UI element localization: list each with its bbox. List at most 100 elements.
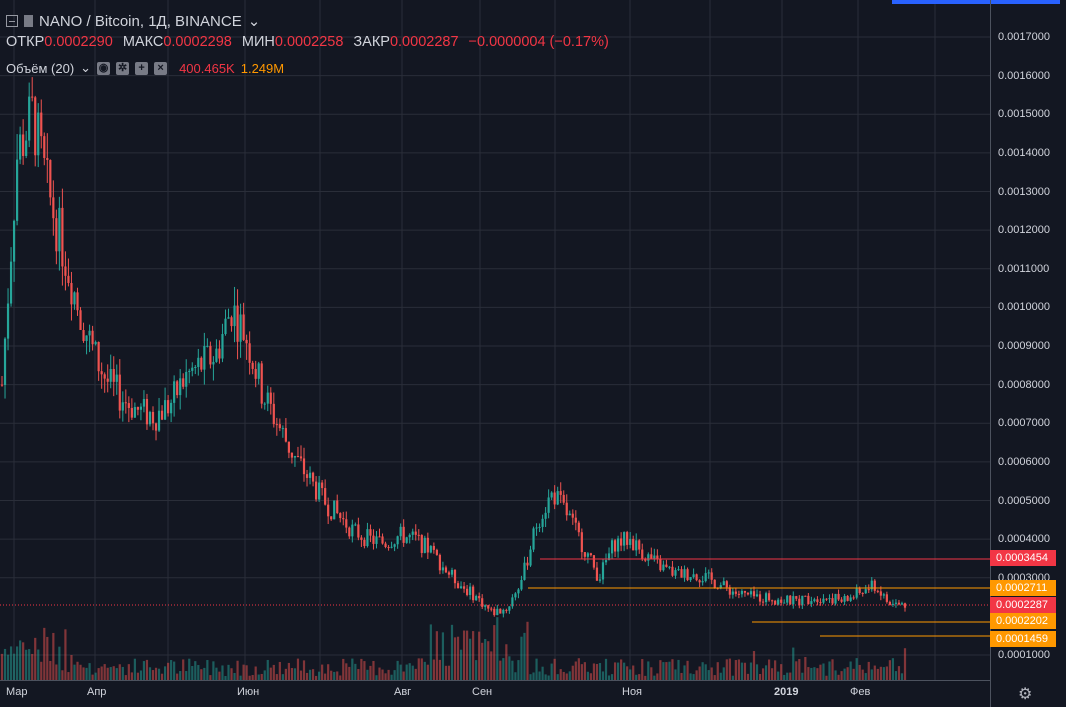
- volume-bar: [592, 663, 596, 680]
- candle-body: [221, 334, 224, 359]
- plus-icon[interactable]: +: [135, 61, 149, 75]
- candle-body: [475, 596, 478, 601]
- candle-body: [484, 605, 487, 607]
- volume-bar: [321, 664, 324, 680]
- candle-body: [792, 596, 795, 605]
- candle-body: [556, 491, 559, 505]
- candle-body: [182, 378, 185, 387]
- chevron-down-icon[interactable]: ⌄: [247, 13, 261, 30]
- volume-bar: [882, 667, 885, 680]
- candle-body: [91, 330, 94, 345]
- candle-body: [897, 602, 901, 605]
- candle-body: [469, 586, 472, 595]
- volume-bar: [22, 642, 25, 680]
- candle-body: [167, 400, 170, 414]
- candle-body: [121, 402, 124, 411]
- candle-body: [677, 569, 680, 571]
- candle-body: [562, 494, 565, 503]
- candle-body: [810, 601, 813, 604]
- candle-body: [115, 374, 118, 382]
- candle-body: [882, 594, 885, 596]
- candle-body: [481, 598, 484, 607]
- volume-bar: [64, 629, 67, 680]
- volume-label[interactable]: Объём (20): [6, 60, 75, 76]
- gear-icon[interactable]: ⚙: [1018, 686, 1033, 703]
- candle-body: [538, 526, 541, 528]
- candle-body: [873, 580, 876, 591]
- candle-body: [493, 608, 496, 616]
- candle-body: [260, 363, 263, 404]
- candle-body: [659, 558, 662, 571]
- volume-bar: [629, 669, 632, 680]
- high-label: МАКС: [122, 34, 164, 50]
- candle-body: [417, 534, 420, 536]
- volume-bar: [85, 667, 88, 680]
- volume-bar: [91, 674, 94, 680]
- candle-body: [405, 537, 408, 543]
- volume-bar: [311, 669, 315, 680]
- candle-body: [610, 540, 614, 554]
- candle-body: [758, 594, 762, 602]
- volume-bar: [511, 660, 514, 680]
- price-label-support1: 0.0002202: [990, 613, 1056, 629]
- candle-body: [97, 341, 100, 372]
- volume-bar: [517, 660, 520, 680]
- volume-bar: [644, 675, 647, 680]
- settings-icon[interactable]: ✲: [116, 61, 130, 75]
- volume-bar: [668, 661, 671, 680]
- volume-bar: [154, 667, 158, 680]
- eye-icon[interactable]: ◉: [97, 61, 111, 75]
- candle-body: [58, 207, 61, 252]
- volume-bar: [450, 624, 454, 680]
- price-plot[interactable]: [0, 0, 990, 680]
- low-label: МИН: [241, 34, 275, 50]
- symbol-title[interactable]: NANO / Bitcoin, 1Д, BINANCE: [39, 12, 242, 30]
- candle-body: [722, 581, 725, 586]
- volume-bar: [130, 672, 133, 680]
- candle-body: [604, 560, 608, 563]
- volume-bar: [490, 651, 493, 680]
- candle-body: [819, 602, 822, 604]
- candle-body: [668, 566, 671, 568]
- volume-bar: [6, 654, 10, 680]
- candle-body: [641, 549, 644, 560]
- volume-bar: [565, 673, 568, 680]
- collapse-icon[interactable]: [6, 15, 18, 27]
- volume-bar: [55, 664, 58, 680]
- candle-body: [188, 370, 191, 372]
- volume-bar: [647, 661, 650, 680]
- candle-body: [544, 512, 547, 519]
- volume-bar: [653, 675, 656, 680]
- candle-body: [233, 305, 236, 327]
- close-value: 0.0002287: [389, 34, 459, 50]
- candle-body: [37, 112, 40, 156]
- candle-body: [487, 605, 490, 609]
- volume-bar: [523, 632, 526, 680]
- volume-bar: [496, 617, 499, 680]
- volume-bar: [819, 664, 822, 680]
- candle-body: [849, 597, 852, 601]
- volume-bar: [764, 665, 768, 680]
- candle-body: [478, 596, 481, 599]
- candle-body: [834, 593, 837, 604]
- candle-body: [354, 524, 357, 526]
- candle-body: [592, 555, 596, 568]
- price-axis[interactable]: [990, 0, 1066, 707]
- chevron-down-icon[interactable]: ⌄: [80, 60, 92, 75]
- volume-bar: [771, 668, 774, 680]
- volume-bar: [19, 640, 22, 680]
- volume-bar: [133, 658, 136, 680]
- close-icon[interactable]: ×: [154, 61, 168, 75]
- volume-bar: [780, 664, 783, 680]
- time-axis-line: [0, 680, 990, 681]
- candle-body: [254, 368, 257, 379]
- volume-bar: [263, 670, 266, 680]
- volume-bar: [804, 656, 807, 680]
- volume-bar: [236, 660, 239, 680]
- candle-body: [888, 601, 891, 605]
- candle-body: [755, 594, 759, 597]
- candle-body: [242, 314, 245, 340]
- volume-bar: [840, 671, 843, 680]
- candle-body: [535, 527, 538, 529]
